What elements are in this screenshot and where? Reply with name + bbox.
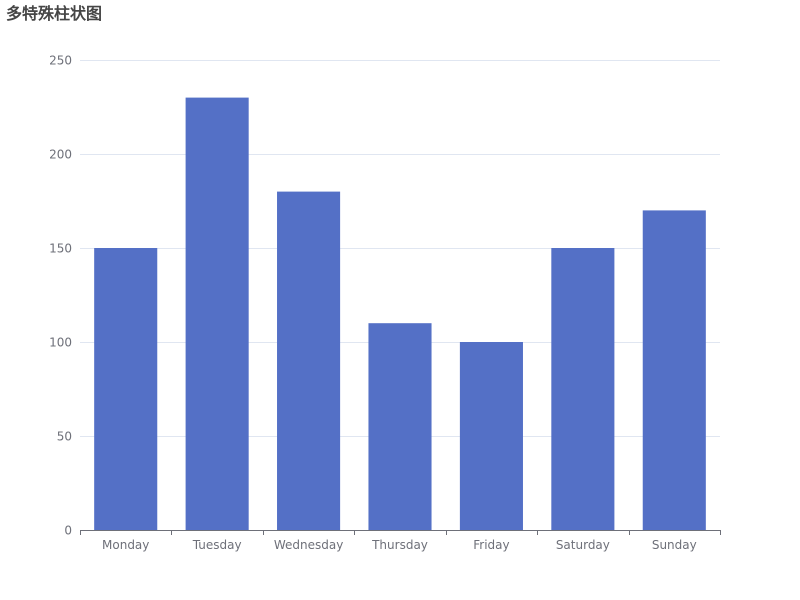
bar-series: [94, 97, 706, 530]
bar-tuesday: [185, 97, 249, 530]
y-tick-label: 150: [49, 242, 72, 256]
x-tick-label: Wednesday: [274, 538, 343, 552]
y-tick-label: 0: [64, 524, 72, 538]
x-axis: [80, 530, 721, 535]
bar-friday: [459, 342, 523, 530]
y-tick-label: 200: [49, 148, 72, 162]
x-tick-label: Friday: [473, 538, 509, 552]
x-tick-label: Tuesday: [192, 538, 242, 552]
bar-thursday: [368, 323, 432, 530]
bar-saturday: [551, 248, 615, 530]
y-axis-tick-labels: 0 50 100 150 200 250: [49, 54, 72, 538]
bar-wednesday: [277, 191, 341, 530]
x-tick-label: Sunday: [652, 538, 697, 552]
x-tick-label: Monday: [102, 538, 149, 552]
x-tick-label: Saturday: [556, 538, 610, 552]
bar-sunday: [642, 210, 706, 530]
chart-title: 多特殊柱状图: [6, 4, 103, 23]
x-axis-tick-labels: Monday Tuesday Wednesday Thursday Friday Satu…: [102, 538, 697, 552]
y-tick-label: 100: [49, 336, 72, 350]
y-tick-label: 250: [49, 54, 72, 68]
bar-monday: [94, 248, 158, 530]
y-tick-label: 50: [57, 430, 72, 444]
x-tick-label: Thursday: [371, 538, 428, 552]
